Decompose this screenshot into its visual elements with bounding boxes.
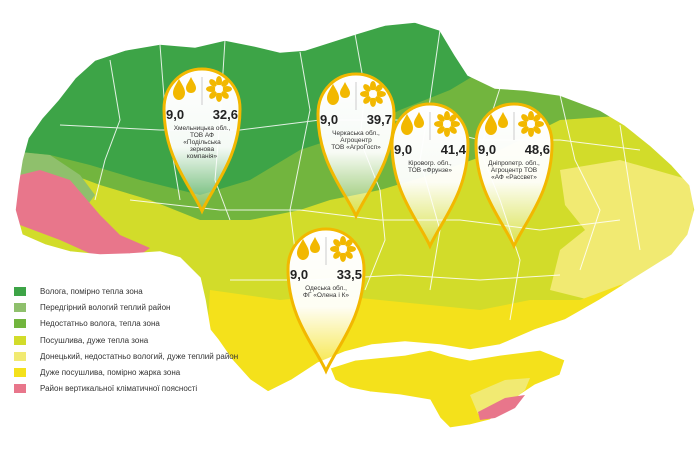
crimea-vertical-zone bbox=[478, 395, 525, 420]
zone-vertical-climate bbox=[15, 170, 150, 262]
pin-marker bbox=[162, 67, 242, 215]
location-pin[interactable]: 9,0 33,5 Одеська обл., ФГ «Олена і К» bbox=[284, 225, 368, 375]
legend-label: Передгірний вологий теплий район bbox=[40, 302, 171, 312]
pin-right-value: 48,6 bbox=[524, 142, 550, 157]
location-pin[interactable]: 9,0 41,4 Кіровогр. обл., ТОВ «Фрунзе» bbox=[388, 100, 472, 250]
legend-swatch bbox=[14, 286, 26, 296]
legend-swatch bbox=[14, 319, 26, 329]
pin-marker bbox=[286, 227, 366, 375]
pin-values: 9,0 32,6 bbox=[160, 107, 244, 122]
pin-right-value: 41,4 bbox=[440, 142, 466, 157]
sunflower-icon bbox=[206, 76, 232, 102]
pin-values: 9,0 39,7 bbox=[314, 112, 398, 127]
pin-right-value: 32,6 bbox=[212, 107, 238, 122]
legend-swatch bbox=[14, 351, 26, 361]
legend-item: Посушлива, дуже тепла зона bbox=[14, 332, 238, 348]
pin-label: Одеська обл., ФГ «Олена і К» bbox=[303, 285, 349, 299]
location-pin[interactable]: 9,0 39,7 Черкаська обл., Агроцентр ТОВ «… bbox=[314, 70, 398, 220]
drops-icon bbox=[173, 77, 196, 100]
pin-label: Кіровогр. обл., ТОВ «Фрунзе» bbox=[408, 160, 452, 174]
legend-label: Донецький, недостатньо вологий, дуже теп… bbox=[40, 351, 239, 361]
location-pin[interactable]: 9,0 48,6 Дніпропетр. обл., Агроцентр ТОВ… bbox=[472, 100, 556, 250]
legend-label: Район вертикальної кліматичної поясності bbox=[40, 384, 198, 394]
pin-left-value: 9,0 bbox=[290, 267, 309, 282]
legend-item: Район вертикальної кліматичної поясності bbox=[14, 381, 238, 397]
sunflower-icon bbox=[434, 111, 460, 137]
pin-label: Дніпропетр. обл., Агроцентр ТОВ «АФ «Рас… bbox=[488, 160, 540, 181]
location-pin[interactable]: 9,0 32,6 Хмельницька обл., ТОВ АФ «Поділ… bbox=[160, 65, 244, 215]
legend-swatch bbox=[14, 302, 26, 312]
pin-left-value: 9,0 bbox=[166, 107, 185, 122]
legend-label: Посушлива, дуже тепла зона bbox=[40, 335, 149, 345]
pin-left-value: 9,0 bbox=[394, 142, 413, 157]
pin-label: Хмельницька обл., ТОВ АФ «Подільська зер… bbox=[173, 125, 231, 160]
legend-swatch bbox=[14, 384, 26, 394]
legend-label: Волога, помірно тепла зона bbox=[40, 286, 143, 296]
legend-item: Недостатньо волога, тепла зона bbox=[14, 316, 238, 332]
drops-icon bbox=[401, 112, 424, 135]
crimea bbox=[329, 349, 566, 429]
pin-right-value: 33,5 bbox=[336, 267, 362, 282]
sunflower-icon bbox=[360, 81, 386, 107]
sunflower-icon bbox=[330, 236, 356, 262]
legend-item: Дуже посушлива, помірно жарка зона bbox=[14, 364, 238, 380]
pin-marker bbox=[474, 102, 554, 250]
pin-right-value: 39,7 bbox=[366, 112, 392, 127]
map-legend: Волога, помірно тепла зона Передгірний в… bbox=[14, 283, 238, 397]
legend-item: Донецький, недостатньо вологий, дуже теп… bbox=[14, 348, 238, 364]
drops-icon bbox=[297, 237, 320, 260]
pin-values: 9,0 41,4 bbox=[388, 142, 472, 157]
legend-swatch bbox=[14, 368, 26, 378]
legend-item: Волога, помірно тепла зона bbox=[14, 283, 238, 299]
legend-label: Дуже посушлива, помірно жарка зона bbox=[40, 368, 181, 378]
pin-marker bbox=[316, 72, 396, 220]
pin-values: 9,0 33,5 bbox=[284, 267, 368, 282]
sunflower-icon bbox=[518, 111, 544, 137]
pin-label: Черкаська обл., Агроцентр ТОВ «АгроГосп» bbox=[331, 130, 381, 151]
legend-item: Передгірний вологий теплий район bbox=[14, 299, 238, 315]
pin-left-value: 9,0 bbox=[320, 112, 339, 127]
drops-icon bbox=[485, 112, 508, 135]
legend-swatch bbox=[14, 335, 26, 345]
pin-marker bbox=[390, 102, 470, 250]
pin-values: 9,0 48,6 bbox=[472, 142, 556, 157]
pin-left-value: 9,0 bbox=[478, 142, 497, 157]
drops-icon bbox=[327, 82, 350, 105]
legend-label: Недостатньо волога, тепла зона bbox=[40, 319, 160, 329]
